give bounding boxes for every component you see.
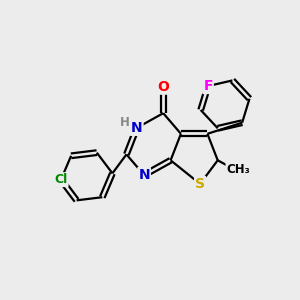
Text: Cl: Cl bbox=[54, 173, 68, 186]
Text: F: F bbox=[203, 79, 213, 93]
Text: CH₃: CH₃ bbox=[226, 163, 250, 176]
Text: S: S bbox=[195, 177, 205, 191]
Text: N: N bbox=[131, 121, 142, 135]
Text: H: H bbox=[119, 116, 129, 129]
Text: N: N bbox=[138, 168, 150, 182]
Text: O: O bbox=[157, 80, 169, 94]
